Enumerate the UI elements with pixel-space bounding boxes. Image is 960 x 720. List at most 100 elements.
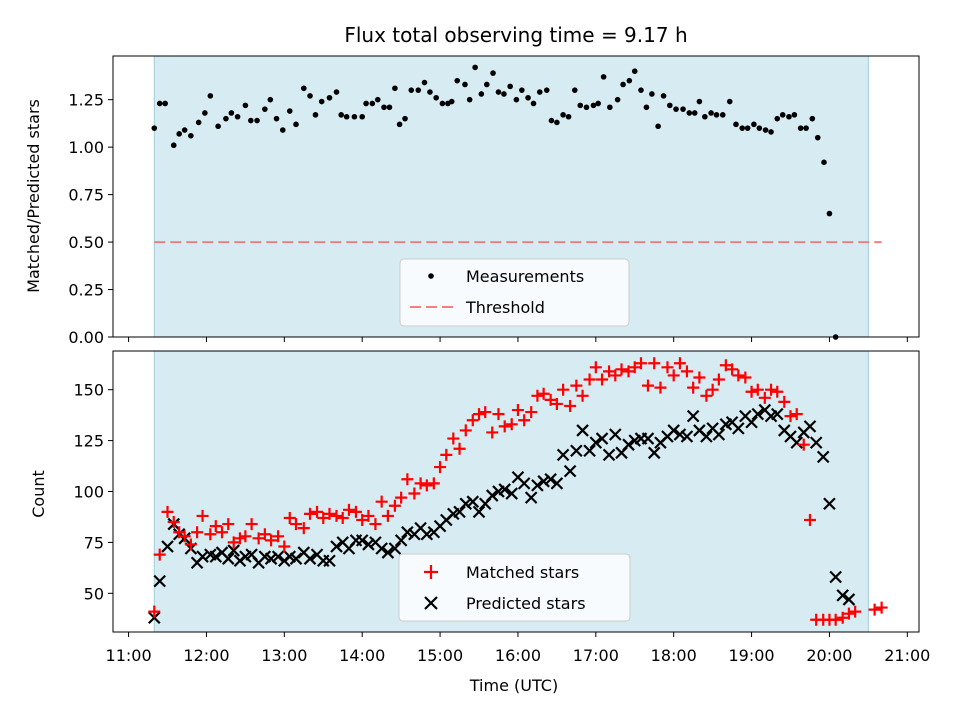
predicted-star-point: [420, 527, 434, 541]
matched-star-point: [531, 389, 544, 402]
predicted-star-point: [221, 552, 235, 565]
measurement-point: [826, 210, 833, 217]
measurement-point: [472, 64, 478, 71]
matched-star-point: [687, 381, 700, 394]
measurement-point: [779, 112, 786, 118]
matched-star-point: [222, 518, 235, 531]
measurement-point: [739, 125, 746, 131]
matched-star-point: [583, 373, 596, 386]
measurement-point: [267, 96, 274, 103]
matched-star-point: [304, 507, 317, 520]
ratio-y-ticks: 0.00 0.25 0.50 0.75 1.00 1.25: [68, 91, 113, 347]
x-tick-label: 20:00: [806, 646, 852, 665]
count-y-axis-label: Count: [29, 470, 48, 518]
measurement-point: [595, 100, 601, 107]
matched-star-point: [252, 532, 265, 545]
predicted-star-point: [472, 505, 486, 519]
measurement-point: [691, 110, 698, 116]
x-tick-label: 13:00: [261, 646, 307, 665]
predicted-star-point: [680, 430, 694, 443]
predicted-star-point: [485, 489, 499, 502]
predicted-star-point: [196, 550, 209, 563]
matched-star-point: [557, 383, 570, 396]
measurement-point: [660, 93, 667, 99]
y-tick-label: 0.75: [68, 186, 104, 205]
measurement-point: [548, 117, 555, 124]
measurement-point: [228, 110, 235, 116]
matched-star-point: [265, 534, 278, 547]
matched-star-point: [342, 503, 355, 516]
y-tick-label: 0.50: [68, 233, 104, 252]
predicted-star-point: [401, 525, 414, 539]
measurement-point: [744, 125, 751, 131]
matched-star-point: [693, 371, 706, 384]
measurement-point: [667, 102, 673, 109]
measurement-point: [809, 115, 816, 122]
predicted-star-point: [770, 407, 784, 421]
matched-star-point: [732, 369, 745, 382]
measurement-point: [726, 98, 733, 105]
matched-star-point: [667, 369, 680, 382]
measurement-point: [590, 102, 597, 109]
predicted-star-point: [531, 479, 544, 492]
measurement-point: [300, 85, 307, 92]
predicted-star-point: [803, 420, 817, 433]
predicted-star-point: [505, 487, 518, 500]
predicted-star-point: [583, 444, 596, 458]
measurement-point: [607, 104, 613, 111]
predicted-star-point: [836, 589, 849, 602]
matched-star-point: [836, 611, 849, 624]
x-tick-label: 16:00: [495, 646, 541, 665]
matched-star-point: [336, 511, 349, 524]
predicted-star-point: [466, 495, 480, 508]
predicted-star-point: [823, 497, 836, 510]
measurement-point: [702, 113, 708, 120]
matched-star-point: [191, 526, 204, 539]
matched-star-point: [641, 379, 654, 392]
x-tick-label: 17:00: [573, 646, 619, 665]
matched-star-point: [297, 522, 310, 535]
matched-star-point: [414, 477, 427, 490]
matched-star-point: [204, 528, 217, 541]
measurement-point: [821, 159, 827, 166]
matched-star-point: [765, 383, 778, 396]
measurement-point: [713, 112, 720, 118]
matched-star-point: [216, 526, 229, 539]
matched-star-point: [369, 518, 382, 531]
matched-star-point: [628, 361, 641, 374]
matched-star-point: [564, 399, 577, 412]
measurement-point: [433, 94, 439, 101]
matched-star-point: [751, 383, 764, 396]
x-tick-label: 21:00: [884, 646, 930, 665]
ratio-legend-box: [399, 258, 630, 327]
measurement-point: [756, 125, 763, 131]
y-tick-label: 0.00: [68, 328, 104, 347]
measurement-point: [513, 96, 520, 103]
measurement-point: [583, 104, 590, 111]
measurement-point: [386, 104, 393, 111]
matched-star-point: [570, 379, 583, 392]
matched-star-point: [479, 406, 492, 419]
matched-star-point: [700, 389, 713, 402]
measurement-point: [719, 112, 726, 118]
measurement-point: [333, 89, 340, 95]
measurement-point: [326, 94, 333, 101]
predicted-star-point: [550, 477, 564, 490]
measurement-point: [803, 125, 809, 131]
matched-star-point: [486, 426, 499, 439]
predicted-star-point: [381, 546, 395, 559]
matched-star-point: [589, 361, 602, 374]
matched-star-point: [648, 357, 661, 370]
measurement-point: [454, 77, 461, 84]
measurement-point: [554, 119, 560, 126]
predicted-star-point: [751, 407, 765, 421]
x-tick-label: 12:00: [183, 646, 229, 665]
matched-star-point: [544, 393, 557, 406]
predicted-star-point: [667, 424, 680, 437]
count-x-ticks: 11:00 12:00 13:00 14:00 15:00 16:00 17:00 18:00…: [106, 632, 930, 665]
matched-star-point: [323, 507, 336, 520]
matched-star-point: [408, 487, 421, 500]
legend-threshold-label: Threshold: [465, 298, 545, 317]
ratio-legend: Measurements Threshold: [399, 258, 630, 327]
